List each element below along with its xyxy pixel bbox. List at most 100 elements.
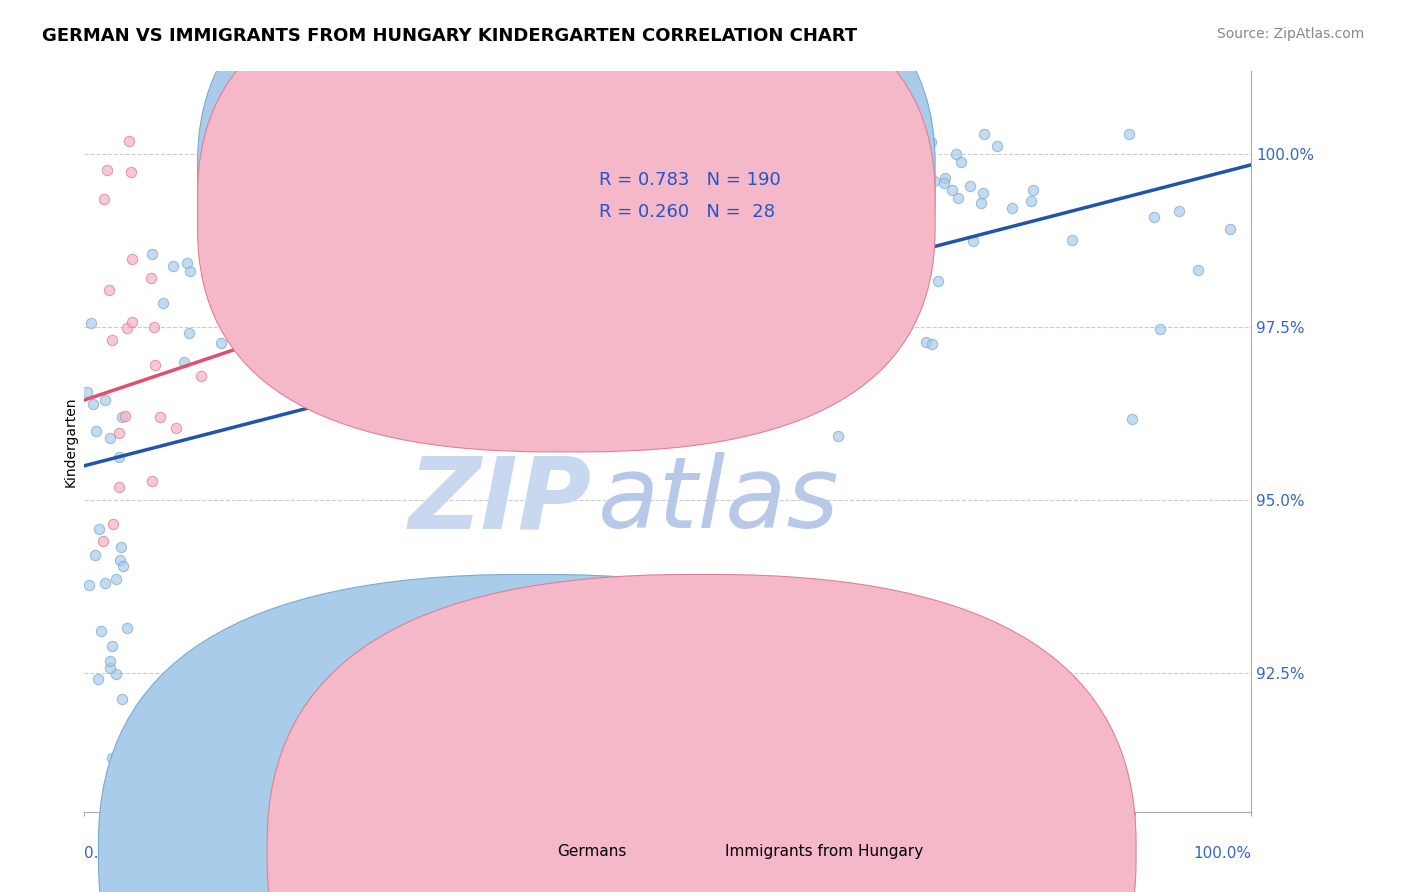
Point — [149, 409, 172, 424]
Point — [654, 219, 676, 233]
Point — [360, 266, 382, 280]
Point — [104, 667, 127, 681]
Point — [353, 330, 375, 344]
Text: 0.0%: 0.0% — [84, 847, 124, 862]
Point — [624, 398, 647, 412]
Point — [94, 393, 117, 408]
Point — [548, 227, 571, 241]
Point — [710, 235, 733, 250]
Point — [479, 296, 502, 310]
Point — [1001, 201, 1024, 215]
Point — [225, 219, 247, 234]
Point — [844, 182, 866, 196]
Point — [80, 316, 103, 330]
Point — [111, 692, 134, 706]
Point — [921, 337, 943, 351]
Point — [962, 235, 984, 249]
Point — [927, 275, 949, 289]
Point — [98, 431, 121, 445]
Point — [221, 245, 243, 260]
Point — [90, 624, 112, 639]
Point — [851, 181, 873, 195]
Point — [96, 162, 118, 177]
Point — [613, 171, 636, 186]
Point — [336, 238, 359, 252]
Point — [165, 421, 187, 435]
Point — [707, 260, 730, 274]
Point — [297, 192, 319, 206]
Point — [247, 185, 270, 199]
Point — [152, 296, 174, 310]
Point — [730, 191, 752, 205]
Point — [1060, 233, 1083, 247]
Point — [643, 258, 665, 272]
Point — [82, 397, 104, 411]
Point — [914, 335, 936, 350]
Point — [772, 177, 794, 191]
Point — [555, 292, 578, 306]
Point — [76, 384, 98, 399]
Point — [761, 187, 783, 202]
Point — [704, 174, 727, 188]
Point — [101, 516, 124, 531]
Point — [1022, 183, 1045, 197]
Point — [676, 267, 699, 281]
Point — [104, 572, 127, 586]
Point — [564, 205, 586, 219]
Point — [415, 325, 437, 339]
Point — [595, 288, 617, 302]
Point — [880, 288, 903, 302]
Point — [256, 259, 278, 273]
Point — [77, 577, 100, 591]
Point — [117, 621, 139, 635]
Point — [863, 244, 886, 258]
Point — [110, 552, 132, 566]
Point — [945, 147, 967, 161]
Point — [141, 247, 163, 261]
Point — [669, 223, 692, 237]
Point — [804, 235, 827, 249]
Point — [177, 326, 200, 341]
Point — [920, 135, 942, 149]
Point — [368, 268, 391, 282]
Point — [299, 219, 322, 233]
Text: R = 0.260   N =  28: R = 0.260 N = 28 — [599, 203, 775, 221]
Point — [405, 228, 427, 243]
FancyBboxPatch shape — [527, 145, 912, 238]
Point — [567, 290, 589, 304]
Point — [426, 239, 449, 253]
Text: Source: ZipAtlas.com: Source: ZipAtlas.com — [1216, 27, 1364, 41]
Point — [638, 194, 661, 208]
Point — [1168, 203, 1191, 218]
Point — [531, 250, 554, 264]
Point — [605, 198, 627, 212]
Point — [934, 170, 956, 185]
Point — [359, 278, 381, 293]
Point — [1143, 210, 1166, 224]
Point — [560, 173, 582, 187]
Point — [143, 320, 166, 334]
Point — [541, 228, 564, 243]
Point — [659, 205, 682, 219]
Point — [202, 147, 225, 161]
Point — [612, 319, 634, 334]
Point — [481, 218, 503, 232]
Text: ZIP: ZIP — [409, 452, 592, 549]
Point — [778, 183, 800, 197]
Point — [970, 196, 993, 211]
Point — [711, 250, 734, 264]
Point — [605, 169, 627, 183]
Point — [145, 358, 167, 372]
Point — [173, 355, 195, 369]
Point — [118, 134, 141, 148]
Point — [832, 168, 855, 182]
Point — [827, 429, 849, 443]
Point — [101, 751, 124, 765]
Point — [576, 363, 599, 377]
Text: 100.0%: 100.0% — [1194, 847, 1251, 862]
Point — [695, 215, 717, 229]
Point — [120, 165, 142, 179]
Point — [602, 294, 624, 309]
Point — [623, 133, 645, 147]
Point — [858, 153, 880, 168]
